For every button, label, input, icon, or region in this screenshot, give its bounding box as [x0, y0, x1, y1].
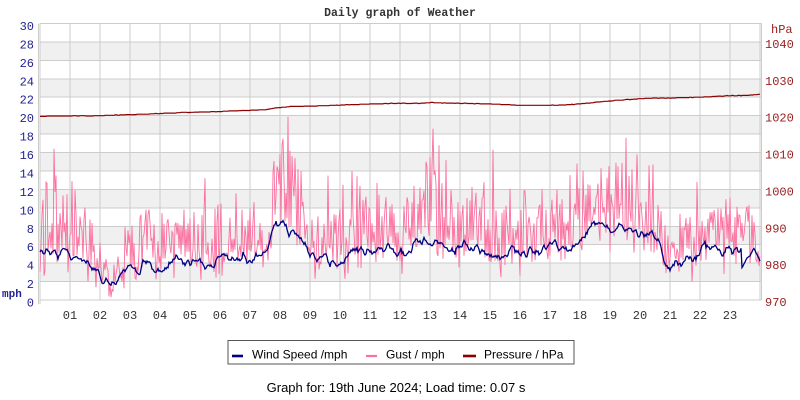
svg-text:990: 990 — [765, 222, 787, 236]
svg-text:05: 05 — [183, 309, 197, 323]
svg-text:Gust / mph: Gust / mph — [386, 348, 445, 362]
svg-text:0: 0 — [27, 297, 34, 311]
svg-text:4: 4 — [27, 260, 34, 274]
svg-text:17: 17 — [543, 309, 557, 323]
svg-text:04: 04 — [153, 309, 167, 323]
svg-text:24: 24 — [20, 75, 34, 89]
svg-text:1000: 1000 — [765, 185, 794, 199]
svg-text:20: 20 — [633, 309, 647, 323]
svg-text:26: 26 — [20, 57, 34, 71]
svg-text:Wind Speed /mph: Wind Speed /mph — [252, 348, 347, 362]
svg-text:16: 16 — [20, 149, 34, 163]
svg-text:09: 09 — [303, 309, 317, 323]
svg-text:mph: mph — [2, 289, 22, 301]
svg-text:1030: 1030 — [765, 75, 794, 89]
svg-text:01: 01 — [63, 309, 77, 323]
svg-text:22: 22 — [693, 309, 707, 323]
svg-text:hPa: hPa — [771, 23, 793, 37]
svg-text:08: 08 — [273, 309, 287, 323]
svg-text:Daily graph of Weather: Daily graph of Weather — [324, 7, 476, 20]
svg-text:1010: 1010 — [765, 149, 794, 163]
svg-text:Graph for: 19th June 2024; Loa: Graph for: 19th June 2024; Load time: 0.… — [267, 380, 526, 395]
svg-text:23: 23 — [723, 309, 737, 323]
svg-text:10: 10 — [20, 204, 34, 218]
svg-text:19: 19 — [603, 309, 617, 323]
svg-text:13: 13 — [423, 309, 437, 323]
svg-text:18: 18 — [573, 309, 587, 323]
svg-text:21: 21 — [663, 309, 677, 323]
svg-text:12: 12 — [20, 186, 34, 200]
svg-text:970: 970 — [765, 296, 787, 310]
svg-text:28: 28 — [20, 38, 34, 52]
svg-text:1020: 1020 — [765, 112, 794, 126]
svg-text:12: 12 — [393, 309, 407, 323]
svg-text:14: 14 — [20, 168, 34, 182]
svg-text:02: 02 — [93, 309, 107, 323]
svg-text:30: 30 — [20, 20, 34, 34]
svg-text:11: 11 — [363, 309, 377, 323]
svg-text:Pressure / hPa: Pressure / hPa — [484, 348, 564, 362]
svg-text:2: 2 — [27, 278, 34, 292]
svg-text:20: 20 — [20, 112, 34, 126]
svg-text:14: 14 — [453, 309, 467, 323]
svg-text:18: 18 — [20, 131, 34, 145]
svg-text:6: 6 — [27, 241, 34, 255]
svg-text:980: 980 — [765, 259, 787, 273]
svg-text:22: 22 — [20, 94, 34, 108]
svg-text:06: 06 — [213, 309, 227, 323]
svg-text:16: 16 — [513, 309, 527, 323]
svg-text:10: 10 — [333, 309, 347, 323]
svg-text:1040: 1040 — [765, 38, 794, 52]
svg-text:07: 07 — [243, 309, 257, 323]
svg-text:8: 8 — [27, 223, 34, 237]
svg-text:03: 03 — [123, 309, 137, 323]
svg-text:15: 15 — [483, 309, 497, 323]
